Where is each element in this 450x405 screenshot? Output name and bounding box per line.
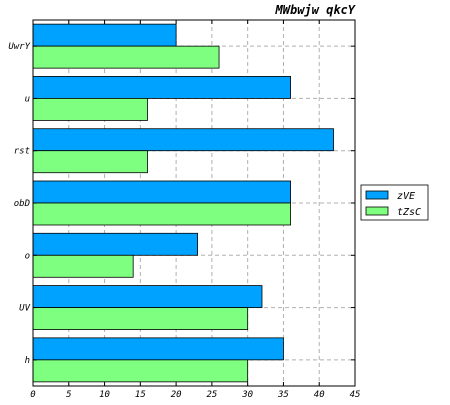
bar-tZsC-rst xyxy=(32,150,148,174)
x-tick-label: 25 xyxy=(206,390,217,400)
y-tick-label: UV xyxy=(19,304,30,314)
bar-zVE-h xyxy=(32,337,284,361)
x-tick-label: 10 xyxy=(99,390,110,400)
chart-title: MWbwjw qkcY xyxy=(275,3,356,17)
bar-tZsC-h xyxy=(32,359,249,383)
legend-swatch-series-1 xyxy=(365,190,389,200)
legend-label-series-1: zVE xyxy=(397,191,415,202)
axis-ticks: 0 5 10 15 20 25 30 35 40 45 UwrY u rst obD o UV h xyxy=(8,20,360,400)
y-tick-label: obD xyxy=(14,199,30,209)
bar-tZsC-obD xyxy=(32,202,292,226)
bar-zVE-rst xyxy=(32,128,334,152)
y-tick-label: rst xyxy=(14,147,30,157)
x-tick-label: 45 xyxy=(350,390,361,400)
bar-zVE-UwrY xyxy=(32,23,177,47)
x-tick-label: 30 xyxy=(241,390,253,400)
x-tick-label: 15 xyxy=(135,390,146,400)
y-tick-label: o xyxy=(25,251,30,261)
bar-zVE-u xyxy=(32,76,292,99)
legend-label-series-2: tZsC xyxy=(397,207,421,218)
bar-zVE-UV xyxy=(32,285,263,308)
legend-swatch-series-2 xyxy=(365,206,389,216)
bar-tZsC-UV xyxy=(32,307,249,330)
x-tick-label: 5 xyxy=(66,390,71,400)
bar-zVE-obD xyxy=(32,180,292,204)
bar-tZsC-u xyxy=(32,98,148,121)
bar-tZsC-UwrY xyxy=(32,45,220,69)
legend: zVE tZsC xyxy=(360,184,429,221)
bar-tZsC-o xyxy=(32,254,134,278)
x-tick-label: 20 xyxy=(171,390,182,400)
x-tick-label: 0 xyxy=(30,390,35,400)
bar-zVE-o xyxy=(32,232,198,256)
x-tick-label: 35 xyxy=(277,390,289,400)
y-tick-label: h xyxy=(25,356,30,366)
bars xyxy=(32,23,334,383)
y-tick-label: u xyxy=(25,94,30,104)
y-tick-label: UwrY xyxy=(8,42,30,52)
x-tick-label: 40 xyxy=(314,390,325,400)
